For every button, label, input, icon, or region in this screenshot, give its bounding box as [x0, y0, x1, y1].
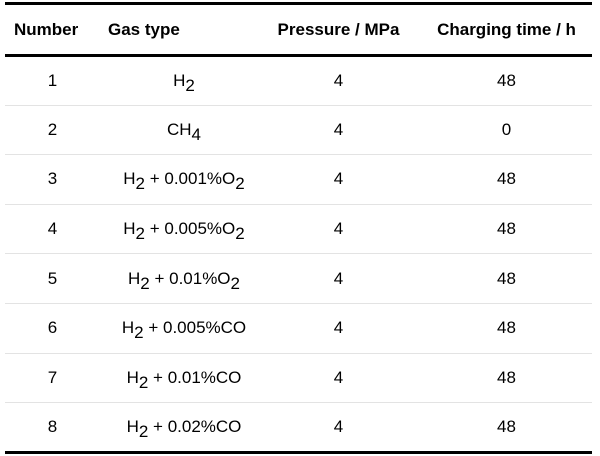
formula-text: H: [126, 367, 139, 387]
gas-formula: H2 + 0.01%O2: [127, 268, 240, 292]
table-row: 4 H2 + 0.005%O2 4 48: [5, 204, 592, 254]
cell-gas-type: CH4: [100, 105, 256, 155]
table-row: 2 CH4 4 0: [5, 105, 592, 155]
formula-text: H: [127, 268, 141, 288]
formula-text: + 0.001%O: [145, 169, 236, 189]
table-header: Number Gas type Pressure / MPa Charging …: [5, 3, 592, 56]
table-row: 6 H2 + 0.005%CO 4 48: [5, 303, 592, 354]
cell-number: 7: [47, 367, 58, 387]
header-number: Number: [14, 19, 79, 39]
cell-gas-type: H2 + 0.001%O2: [100, 155, 256, 205]
cell-gas-type: H2: [100, 56, 256, 106]
gas-formula: H2 + 0.001%O2: [123, 169, 244, 192]
formula-subscript: 2: [135, 224, 145, 244]
formula-subscript: 2: [230, 273, 241, 293]
cell-number: 8: [47, 416, 58, 436]
cell-gas-type: H2 + 0.02%CO: [100, 403, 256, 453]
cell-gas-type: H2 + 0.01%O2: [100, 254, 256, 304]
cell-charging-time: 48: [497, 219, 516, 239]
formula-subscript: 2: [140, 273, 150, 293]
formula-subscript: 2: [185, 75, 195, 95]
formula-subscript: 2: [235, 174, 245, 194]
gas-charging-table: Number Gas type Pressure / MPa Charging …: [5, 2, 592, 454]
table-row: 8 H2 + 0.02%CO 4 48: [5, 403, 592, 453]
cell-pressure: 4: [333, 318, 344, 338]
gas-formula: CH4: [166, 119, 201, 143]
formula-text: CH: [166, 119, 192, 139]
cell-number: 2: [47, 119, 58, 139]
gas-formula: H2 + 0.005%CO: [121, 318, 247, 341]
formula-subscript: 2: [138, 421, 149, 441]
cell-charging-time: 48: [497, 367, 516, 387]
formula-subscript: 2: [134, 323, 144, 343]
formula-subscript: 2: [138, 372, 149, 392]
cell-number: 5: [47, 268, 58, 288]
header-pressure: Pressure / MPa: [277, 19, 400, 39]
formula-subscript: 2: [135, 174, 145, 194]
cell-number: 1: [47, 70, 58, 90]
cell-charging-time: 0: [501, 119, 512, 139]
cell-number: 3: [47, 169, 58, 189]
cell-pressure: 4: [333, 268, 344, 288]
header-charging-time: Charging time / h: [437, 19, 576, 39]
cell-pressure: 4: [333, 219, 344, 239]
cell-pressure: 4: [333, 367, 344, 387]
formula-text: H: [121, 318, 135, 338]
cell-charging-time: 48: [497, 268, 516, 288]
cell-pressure: 4: [333, 70, 344, 90]
cell-charging-time: 48: [497, 70, 516, 90]
formula-text: H: [173, 70, 186, 90]
cell-charging-time: 48: [497, 169, 516, 189]
header-row: Number Gas type Pressure / MPa Charging …: [5, 3, 592, 56]
formula-text: + 0.005%CO: [143, 318, 247, 338]
cell-charging-time: 48: [497, 416, 516, 436]
table-row: 1 H2 4 48: [5, 56, 592, 106]
table-body: 1 H2 4 48 2 CH4 4 0 3 H2 + 0.001%O2 4 48 4 H2 + 0.005…: [5, 56, 592, 453]
cell-number: 6: [47, 318, 58, 338]
table-row: 3 H2 + 0.001%O2 4 48: [5, 155, 592, 205]
formula-subscript: 4: [191, 124, 202, 144]
formula-text: H: [123, 169, 136, 189]
formula-subscript: 2: [235, 224, 245, 244]
gas-formula: H2 + 0.01%CO: [126, 367, 242, 391]
cell-pressure: 4: [333, 169, 344, 189]
cell-pressure: 4: [333, 119, 344, 139]
table-row: 7 H2 + 0.01%CO 4 48: [5, 353, 592, 403]
cell-charging-time: 48: [497, 318, 516, 338]
cell-number: 4: [47, 219, 58, 239]
table-row: 5 H2 + 0.01%O2 4 48: [5, 254, 592, 304]
cell-gas-type: H2 + 0.005%CO: [100, 303, 256, 353]
formula-text: + 0.02%CO: [148, 416, 242, 436]
gas-formula: H2: [173, 70, 195, 94]
cell-gas-type: H2 + 0.005%O2: [100, 204, 256, 254]
formula-text: + 0.01%CO: [148, 367, 242, 387]
formula-text: H: [123, 219, 136, 239]
cell-pressure: 4: [333, 416, 344, 436]
formula-text: H: [126, 416, 139, 436]
formula-text: + 0.01%O: [149, 268, 231, 288]
header-gas-type: Gas type: [108, 19, 180, 39]
cell-gas-type: H2 + 0.01%CO: [100, 353, 256, 403]
formula-text: + 0.005%O: [145, 219, 236, 239]
gas-formula: H2 + 0.02%CO: [126, 416, 242, 440]
gas-formula: H2 + 0.005%O2: [123, 219, 244, 242]
